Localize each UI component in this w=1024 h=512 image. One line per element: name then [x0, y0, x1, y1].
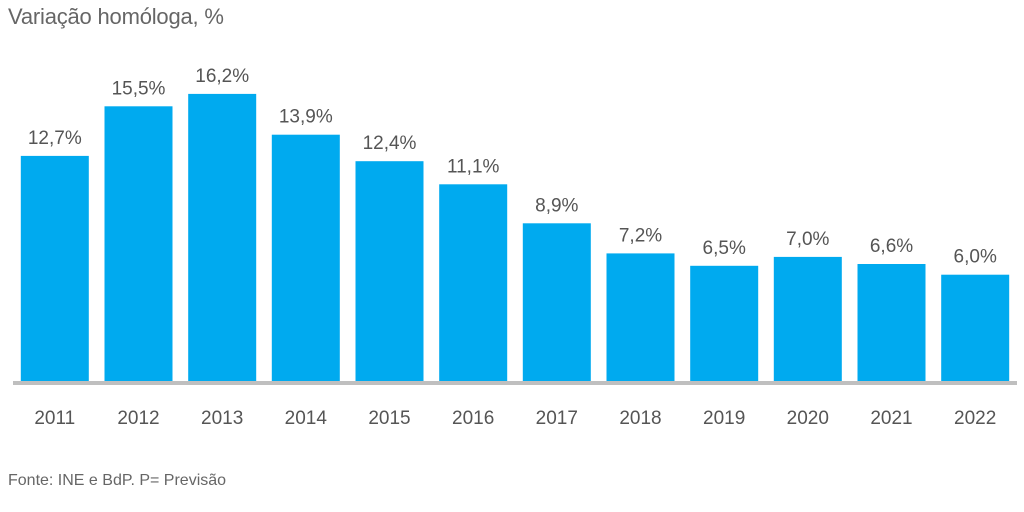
bar-value-label-2022: 6,0%	[954, 247, 997, 268]
bar-value-label-2021: 6,6%	[870, 236, 913, 257]
bar-2015	[355, 161, 424, 381]
bar-value-label-2017: 8,9%	[535, 195, 578, 216]
bar-value-label-2012: 15,5%	[112, 78, 166, 99]
bar-value-label-2014: 13,9%	[279, 107, 333, 128]
bar-value-label-2020: 7,0%	[786, 229, 829, 250]
bar-value-label-2019: 6,5%	[703, 238, 746, 259]
bar-2021	[857, 264, 926, 381]
bar-2016	[439, 184, 508, 381]
x-tick-label-2011: 2011	[34, 408, 75, 429]
x-tick-labels-group: 2011 2012 2013 2014 2015 2016 2017 2018 2019 2020…	[34, 408, 996, 429]
x-tick-label-2015: 2015	[368, 408, 410, 429]
x-tick-label-2016: 2016	[452, 408, 494, 429]
x-tick-label-2012: 2012	[117, 408, 159, 429]
bars-group	[20, 93, 1010, 382]
bar-value-label-2013: 16,2%	[195, 66, 249, 87]
bar-2017	[522, 223, 591, 381]
x-tick-label-2019: 2019	[703, 408, 745, 429]
chart-subtitle: Variação homóloga, %	[8, 4, 224, 29]
bar-2019	[690, 265, 759, 381]
source-note: Fonte: INE e BdP. P= Previsão	[8, 472, 227, 489]
x-tick-label-2018: 2018	[619, 408, 661, 429]
x-tick-label-2014: 2014	[285, 408, 328, 429]
bar-2014	[271, 134, 340, 381]
x-tick-label-2013: 2013	[201, 408, 243, 429]
x-tick-label-2022: 2022	[954, 408, 996, 429]
bar-value-label-2015: 12,4%	[363, 133, 417, 154]
bar-labels-group: 12,7% 15,5% 16,2% 13,9% 12,4% 11,1% 8,9% 7,2% 6,…	[28, 66, 997, 268]
bar-2020	[773, 256, 842, 381]
x-tick-label-2017: 2017	[536, 408, 578, 429]
bar-2011	[20, 155, 89, 381]
bar-2022	[941, 274, 1010, 381]
bar-2018	[606, 253, 675, 381]
bar-value-label-2011: 12,7%	[28, 128, 82, 149]
x-tick-label-2021: 2021	[870, 408, 912, 429]
bar-2012	[104, 106, 173, 382]
x-tick-label-2020: 2020	[787, 408, 829, 429]
bar-2013	[188, 93, 257, 382]
bar-value-label-2016: 11,1%	[447, 156, 500, 177]
bar-value-label-2018: 7,2%	[619, 225, 662, 246]
